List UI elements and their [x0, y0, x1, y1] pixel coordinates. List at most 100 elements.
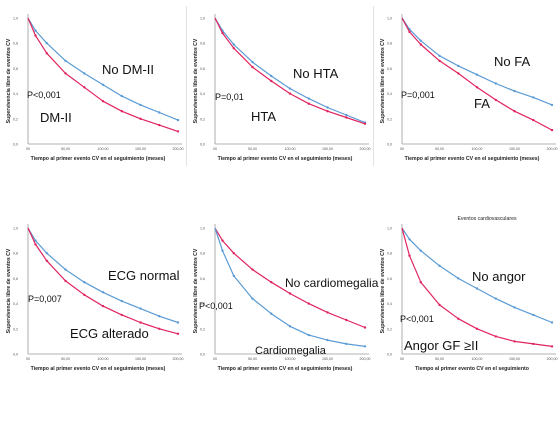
y-tick-label: 0,2 — [387, 117, 392, 121]
censor-mark — [64, 268, 67, 271]
censor-mark — [251, 60, 254, 64]
censor-mark — [101, 100, 105, 103]
y-tick-label: 0,8 — [13, 252, 18, 256]
censor-mark — [345, 318, 348, 322]
censor-mark — [475, 327, 479, 330]
x-tick-label: 00 — [400, 147, 404, 151]
p-value-label: P<0,001 — [27, 90, 61, 100]
censor-mark — [34, 239, 37, 242]
y-tick-label: 0,8 — [387, 252, 392, 256]
km-chart-6: 0,0 0,2 0,4 0,6 0,8 1,0 00 50,00 100,00 150,00 200… — [380, 216, 558, 372]
censor-mark — [45, 52, 48, 55]
censor-mark — [34, 29, 37, 32]
censor-mark — [251, 268, 254, 271]
censor-mark — [64, 59, 67, 62]
km-panel-5: 0,0 0,2 0,4 0,6 0,8 1,0 00 50,00 100,00 150,00 200… — [189, 214, 379, 424]
censor-mark — [251, 65, 254, 69]
survival-curve-2 — [401, 227, 553, 347]
censor-mark — [158, 111, 161, 114]
y-tick-label: 0,8 — [387, 42, 392, 46]
censor-mark — [438, 54, 441, 57]
y-tick-label: 1,0 — [13, 17, 18, 21]
censor-mark — [221, 239, 224, 242]
censor-mark — [101, 291, 105, 294]
x-tick-label: 100,00 — [285, 357, 296, 361]
y-tick-label: 0,6 — [387, 277, 392, 281]
survival-curve-2 — [27, 17, 179, 132]
p-value-label: P<0,001 — [199, 301, 233, 311]
survival-curve-2 — [214, 227, 366, 347]
censor-mark — [270, 281, 273, 284]
censor-mark — [139, 321, 142, 324]
y-tick-label: 0,0 — [13, 353, 18, 357]
y-tick-label: 1,0 — [13, 227, 18, 231]
x-axis-title: Tiempo al primer evento CV en el seguimi… — [218, 366, 353, 372]
censor-mark — [270, 79, 273, 83]
survival-curve-1 — [27, 17, 179, 121]
censor-mark — [363, 122, 367, 126]
censor-mark — [513, 89, 516, 93]
censor-mark — [475, 86, 479, 89]
x-tick-label: 00 — [26, 357, 30, 361]
censor-mark — [45, 252, 48, 255]
y-tick-label: 0,4 — [200, 302, 205, 306]
censor-mark — [408, 30, 411, 34]
censor-mark — [83, 86, 86, 89]
survival-curve-2 — [401, 17, 553, 131]
censor-mark — [139, 103, 142, 107]
km-chart-1: 0,0 0,2 0,4 0,6 0,8 1,0 00 50,00 100,00 150,00 200… — [6, 14, 184, 162]
p-value-label: P=0,001 — [401, 90, 435, 100]
censor-mark — [101, 304, 105, 308]
censor-mark — [326, 110, 329, 113]
censor-mark — [83, 72, 86, 75]
y-tick-label: 0,2 — [387, 327, 392, 331]
y-tick-label: 0,0 — [200, 353, 205, 357]
censor-mark — [288, 292, 292, 295]
censor-mark — [475, 287, 479, 290]
censor-mark — [326, 338, 329, 342]
censor-mark — [408, 238, 411, 241]
x-tick-label: 50,00 — [435, 357, 444, 361]
km-panel-6: 0,0 0,2 0,4 0,6 0,8 1,0 00 50,00 100,00 150,00 200… — [376, 214, 560, 424]
series-label: DM-II — [40, 110, 72, 125]
censor-mark — [176, 321, 180, 324]
panel-separator — [186, 6, 187, 166]
censor-mark — [438, 59, 441, 62]
censor-mark — [457, 64, 460, 68]
censor-mark — [158, 123, 161, 127]
survival-curve-1 — [214, 227, 366, 329]
censor-mark — [326, 311, 329, 314]
km-chart-2: 0,0 0,2 0,4 0,6 0,8 1,0 00 50,00 100,00 150,00 200… — [193, 14, 371, 162]
y-tick-label: 1,0 — [387, 227, 392, 231]
censor-mark — [251, 297, 254, 300]
x-tick-label: 150,00 — [322, 147, 333, 151]
x-tick-label: 150,00 — [135, 357, 146, 361]
censor-mark — [419, 39, 422, 42]
x-axis-title: Tiempo al primer evento CV en el seguimi… — [31, 366, 166, 372]
x-tick-label: 100,00 — [472, 147, 483, 151]
x-axis-title: Tiempo al primer evento CV en el seguimi… — [415, 366, 529, 372]
x-tick-label: 150,00 — [135, 147, 146, 151]
censor-mark — [232, 274, 235, 278]
y-tick-label: 0,8 — [200, 42, 205, 46]
x-axis-title: Tiempo al primer evento CV en el seguimi… — [405, 156, 540, 162]
censor-mark — [363, 345, 367, 348]
y-axis-title: Supervivencia libre de eventos CV — [6, 248, 12, 333]
x-axis-title: Tiempo al primer evento CV en el seguimi… — [218, 156, 353, 162]
y-tick-label: 0,8 — [13, 42, 18, 46]
series-label: No HTA — [293, 66, 339, 81]
censor-mark — [457, 72, 460, 75]
censor-mark — [221, 31, 224, 35]
y-tick-label: 0,4 — [200, 92, 205, 96]
censor-mark — [120, 110, 124, 113]
x-tick-label: 100,00 — [285, 147, 296, 151]
censor-mark — [307, 102, 310, 105]
p-value-label: P=0,007 — [28, 294, 62, 304]
y-tick-label: 0,4 — [13, 302, 18, 306]
x-tick-label: 50,00 — [248, 357, 257, 361]
x-tick-label: 200,00 — [547, 147, 558, 151]
censor-mark — [513, 340, 516, 343]
censor-mark — [288, 325, 292, 328]
censor-mark — [288, 92, 292, 95]
y-tick-label: 1,0 — [387, 17, 392, 21]
